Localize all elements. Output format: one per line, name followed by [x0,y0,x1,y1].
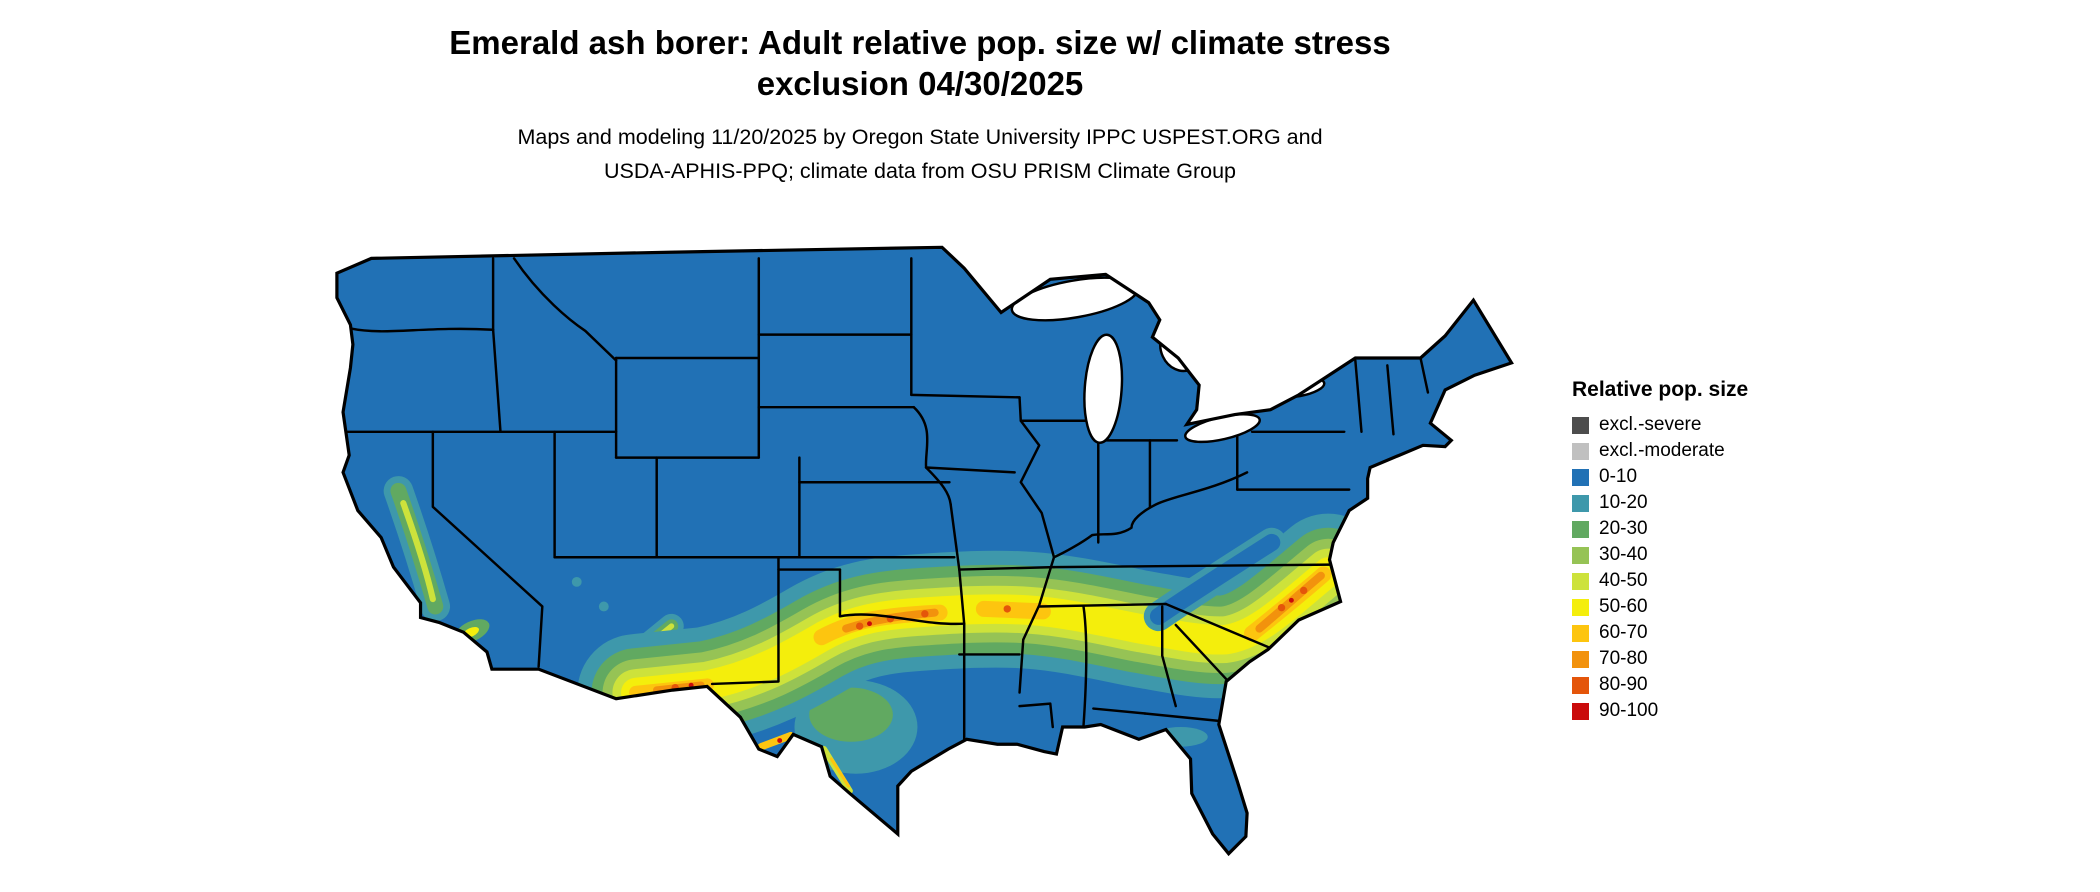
legend-label: 70-80 [1599,648,1648,669]
legend-entry: excl.-moderate [1572,438,1748,464]
legend-label: 10-20 [1599,492,1648,513]
legend-entry: 50-60 [1572,594,1748,620]
legend-label: 20-30 [1599,518,1648,539]
page-title-line1: Emerald ash borer: Adult relative pop. s… [449,24,1391,61]
legend-swatch [1572,650,1589,668]
legend-label: 90-100 [1599,700,1659,721]
population-band [577,513,1387,795]
state-borders [341,257,1430,741]
legend: Relative pop. size excl.-severe excl.-mod… [1572,378,1748,724]
us-map [300,198,1530,887]
legend-entry: excl.-severe [1572,412,1748,438]
legend-entry: 90-100 [1572,698,1748,724]
legend-label: 80-90 [1599,674,1648,695]
legend-swatch [1572,520,1589,538]
us-map-svg [335,245,1514,856]
legend-label: 50-60 [1599,596,1648,617]
subtitle-line2: USDA-APHIS-PPQ; climate data from OSU PR… [603,159,1237,183]
legend-entry: 70-80 [1572,646,1748,672]
legend-entry: 0-10 [1572,464,1748,490]
legend-title: Relative pop. size [1572,378,1749,401]
legend-label: excl.-severe [1599,414,1702,435]
legend-entry: 10-20 [1572,490,1748,516]
page-title-line2: exclusion 04/30/2025 [756,65,1084,102]
nv-speck [571,576,582,587]
legend-swatch [1572,572,1589,590]
legend-entry: 80-90 [1572,672,1748,698]
legend-swatch [1572,676,1589,694]
legend-rows: excl.-severe excl.-moderate 0-10 10-20 20-30… [1572,412,1748,724]
ut-speck [598,601,609,612]
legend-label: 0-10 [1599,466,1638,487]
hot-spots [671,586,1308,743]
legend-label: 30-40 [1599,544,1648,565]
legend-swatch [1572,442,1589,460]
subtitle-line1: Maps and modeling 11/20/2025 by Oregon S… [517,125,1323,149]
legend-entry: 60-70 [1572,620,1748,646]
page-title: Emerald ash borer: Adult relative pop. s… [0,22,1840,104]
legend-label: 40-50 [1599,570,1648,591]
legend-entry: 40-50 [1572,568,1748,594]
legend-entry: 20-30 [1572,516,1748,542]
legend-swatch [1572,598,1589,616]
legend-label: 60-70 [1599,622,1648,643]
south-texas-green [809,687,893,742]
lake-michigan-icon [1083,333,1124,444]
legend-label: excl.-moderate [1599,440,1725,461]
legend-swatch [1572,494,1589,512]
legend-entry: 30-40 [1572,542,1748,568]
legend-swatch [1572,468,1589,486]
legend-swatch [1572,546,1589,564]
subtitle: Maps and modeling 11/20/2025 by Oregon S… [0,120,1840,188]
legend-swatch [1572,416,1589,434]
legend-swatch [1572,624,1589,642]
legend-swatch [1572,702,1589,720]
